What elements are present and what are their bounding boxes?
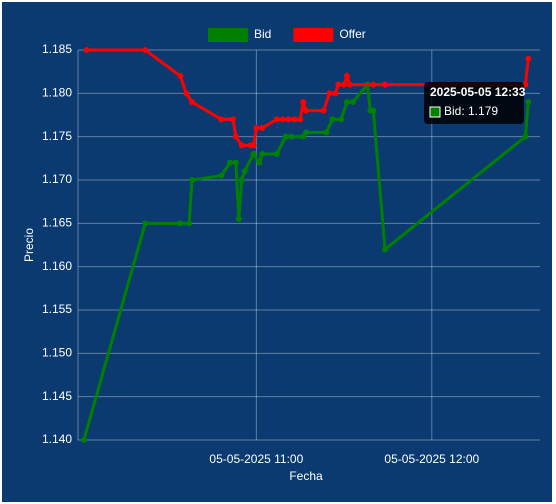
data-point [142,47,149,53]
data-point [177,73,184,79]
data-point [522,133,529,140]
y-tick-label: 1.170 [42,172,72,186]
x-axis-title: Fecha [289,469,323,483]
data-point [232,133,239,140]
data-point [525,99,532,105]
data-point [323,129,330,136]
data-point [329,116,336,123]
data-point [218,116,225,123]
y-tick-label: 1.155 [42,302,72,316]
data-point [344,73,351,79]
y-tick-label: 1.165 [42,216,72,230]
legend-label[interactable]: Bid [254,27,271,41]
data-point [382,81,389,88]
data-point [235,216,242,222]
y-tick-label: 1.175 [42,129,72,143]
x-tick-label: 05-05-2025 11:00 [209,452,303,466]
series-line [82,81,530,441]
data-point [291,116,298,123]
data-point [273,116,280,123]
data-point [227,159,234,166]
legend-label[interactable]: Offer [339,27,365,41]
data-point [229,116,236,123]
tooltip-box [424,82,524,124]
data-point [189,99,196,105]
data-point [382,246,389,253]
data-point [370,81,377,88]
y-tick-label: 1.185 [42,42,72,56]
data-point [335,81,342,88]
legend-swatch[interactable] [208,28,248,42]
legend-swatch[interactable] [293,28,334,42]
data-point [332,90,339,97]
data-point [238,177,245,183]
data-point [297,116,304,123]
data-point [326,90,333,97]
y-tick-label: 1.145 [42,389,72,403]
data-point [83,47,90,53]
y-tick-label: 1.160 [42,259,72,273]
data-point [370,107,377,114]
tooltip-title: 2025-05-05 12:33 [430,85,526,99]
data-point [288,133,295,140]
data-point [525,55,532,62]
data-point [186,220,193,227]
data-point [142,220,149,227]
data-point [250,151,257,157]
data-point [303,129,310,136]
data-point [279,116,286,123]
data-point [300,99,307,105]
data-point [282,133,289,140]
data-point [300,133,307,140]
data-point [189,177,196,183]
data-point [218,172,225,179]
data-point [238,142,245,149]
data-point [259,125,266,131]
data-point [320,107,327,114]
y-axis-title: Precio [22,228,36,262]
data-point [256,159,263,166]
data-point [241,168,248,175]
data-point [250,142,257,149]
y-tick-label: 1.140 [42,432,72,446]
y-tick-label: 1.150 [42,346,72,360]
data-point [273,151,280,157]
data-point [349,99,356,105]
y-tick-label: 1.180 [42,86,72,100]
data-point [344,99,351,105]
data-point [259,151,266,157]
data-point [183,90,190,97]
data-point [303,107,310,114]
data-point [177,220,184,227]
data-point [285,116,292,123]
data-point [346,81,353,88]
data-point [253,125,260,131]
tooltip-swatch [429,106,441,118]
data-point [341,81,348,88]
x-tick-label: 05-05-2025 12:00 [384,452,479,466]
data-point [338,116,345,123]
data-point [232,159,239,166]
data-point [80,437,87,443]
tooltip-label: Bid: 1.179 [444,104,498,118]
